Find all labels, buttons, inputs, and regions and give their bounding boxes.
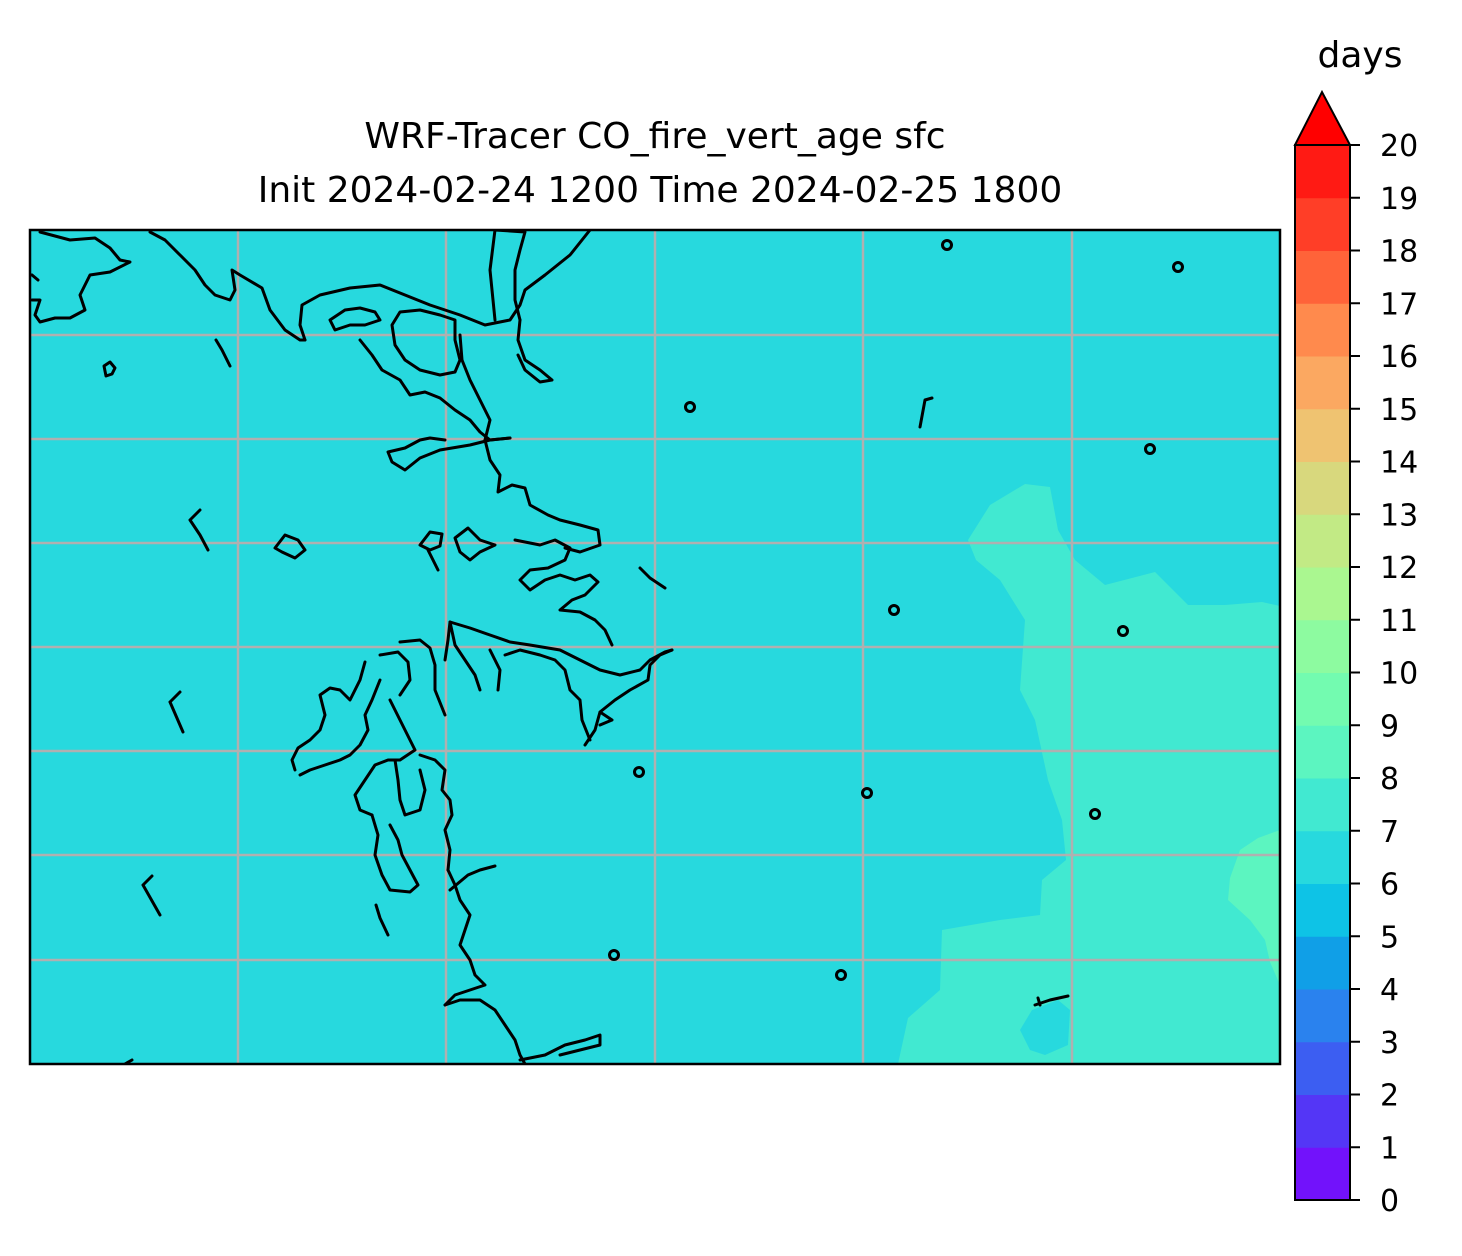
map-gridlines xyxy=(30,230,1280,1064)
colorbar-segment xyxy=(1295,1147,1350,1201)
colorbar-segment xyxy=(1295,883,1350,937)
colorbar-tick-label: 17 xyxy=(1380,287,1418,322)
colorbar-segment xyxy=(1295,778,1350,832)
colorbar-segment xyxy=(1295,197,1350,251)
colorbar-segment xyxy=(1295,936,1350,990)
colorbar-tick-label: 3 xyxy=(1380,1026,1399,1061)
map-region-notch xyxy=(1020,1000,1070,1055)
figure-title-line2: Init 2024-02-24 1200 Time 2024-02-25 180… xyxy=(258,170,1063,211)
colorbar-segment xyxy=(1295,250,1350,304)
colorbar-tick-label: 18 xyxy=(1380,235,1418,270)
colorbar-segment xyxy=(1295,303,1350,357)
colorbar-tick-label: 20 xyxy=(1380,129,1418,164)
colorbar-segment xyxy=(1295,619,1350,673)
colorbar-segment xyxy=(1295,356,1350,410)
colorbar-tick-label: 0 xyxy=(1380,1184,1399,1219)
colorbar-tick-label: 15 xyxy=(1380,393,1418,428)
colorbar-extend-triangle xyxy=(1293,89,1352,146)
colorbar-segment xyxy=(1295,408,1350,462)
map-panel xyxy=(30,230,1280,1064)
map-region-east-band xyxy=(898,484,1280,1064)
colorbar-segment xyxy=(1295,1041,1350,1095)
figure-title-line1: WRF-Tracer CO_fire_vert_age sfc xyxy=(364,116,945,157)
colorbar-tick-label: 8 xyxy=(1380,762,1399,797)
colorbar-segment xyxy=(1295,672,1350,726)
colorbar-tick-label: 12 xyxy=(1380,551,1418,586)
colorbar-tick-label: 13 xyxy=(1380,498,1418,533)
colorbar-segment xyxy=(1295,514,1350,568)
colorbar-tick-label: 14 xyxy=(1380,446,1418,481)
colorbar-tick-label: 5 xyxy=(1380,920,1399,955)
colorbar-segment xyxy=(1295,145,1350,199)
colorbar-segment xyxy=(1295,989,1350,1043)
colorbar-tick-label: 4 xyxy=(1380,973,1399,1008)
colorbar-segment xyxy=(1295,830,1350,884)
colorbar-segment xyxy=(1295,461,1350,515)
colorbar-tick-label: 9 xyxy=(1380,709,1399,744)
colorbar-tick-label: 16 xyxy=(1380,340,1418,375)
colorbar-tick-label: 6 xyxy=(1380,868,1399,903)
colorbar-tick-label: 19 xyxy=(1380,182,1418,217)
map-frame xyxy=(28,228,1282,1066)
colorbar-tick-label: 2 xyxy=(1380,1079,1399,1114)
colorbar-segment xyxy=(1295,725,1350,779)
colorbar-tick-label: 1 xyxy=(1380,1131,1399,1166)
colorbar-tick-label: 10 xyxy=(1380,657,1418,692)
colorbar-segment xyxy=(1295,1094,1350,1148)
colorbar-unit-label: days xyxy=(1318,35,1403,76)
colorbar-segments xyxy=(1295,145,1350,1201)
colorbar-segment xyxy=(1295,567,1350,621)
colorbar-tick-label: 11 xyxy=(1380,604,1418,639)
map-coastlines xyxy=(30,230,1184,1064)
map-region-southeast-patch xyxy=(1228,830,1280,985)
colorbar-tick-label: 7 xyxy=(1380,815,1399,850)
